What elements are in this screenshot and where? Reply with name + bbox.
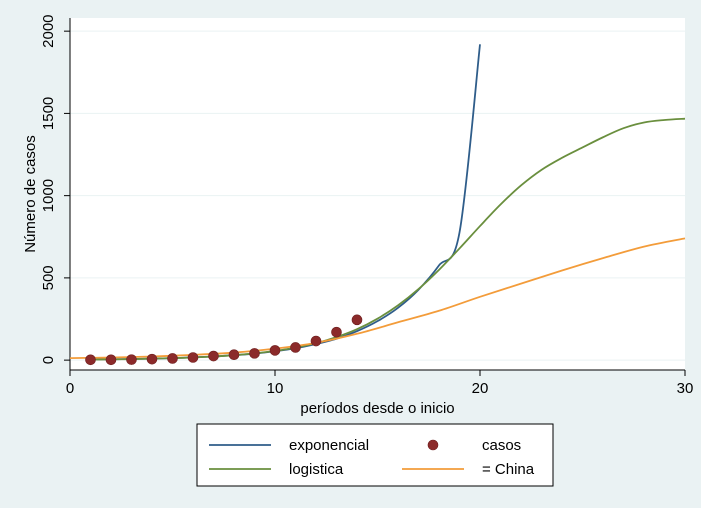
data-point-casos [290,342,301,353]
data-point-casos [228,349,240,361]
y-tick-label-2000: 2000 [40,14,57,47]
data-point-casos [167,353,178,364]
data-point-casos [351,314,363,326]
legend-item-exponencial: exponencial [209,437,369,454]
legend-swatch-casos [427,439,439,451]
legend-box [196,423,554,487]
plot-area [70,18,685,370]
legend-label-casos: casos [482,437,521,454]
series-points-casos [85,314,363,366]
legend-item-china: = China [402,461,535,478]
x-tick-label-0: 0 [66,380,74,397]
data-point-casos [249,348,260,359]
data-point-casos [105,354,117,366]
data-point-casos [126,354,137,365]
data-point-casos [146,353,158,365]
x-axis-label: períodos desde o inicio [300,400,454,417]
y-axis-label: Número de casos [22,135,39,253]
axes [69,18,685,371]
data-point-casos [331,326,342,338]
series [69,44,686,366]
data-point-casos [310,335,322,347]
x-tick-label-20: 20 [472,380,489,397]
x-tick-label-30: 30 [677,380,694,397]
gridlines [70,30,685,361]
y-tick-label-0: 0 [40,356,57,364]
ticks: 0 10 20 30 0 500 1000 1500 2000 [40,14,693,397]
x-tick-label-10: 10 [267,380,284,397]
data-point-casos [187,352,199,363]
y-tick-label-1500: 1500 [40,97,57,130]
legend: exponencial casos logistica = China [196,423,554,487]
legend-label-exponencial: exponencial [289,437,369,454]
data-point-casos [269,345,281,356]
y-tick-label-1000: 1000 [40,179,57,212]
legend-item-casos: casos [427,437,521,454]
legend-label-logistica: logistica [289,461,344,478]
legend-item-logistica: logistica [209,461,344,478]
y-tick-label-500: 500 [40,265,57,290]
data-point-casos [85,354,96,366]
legend-label-china: = China [482,461,535,478]
data-point-casos [208,350,219,362]
legend-items: exponencial casos logistica = China [209,437,535,478]
